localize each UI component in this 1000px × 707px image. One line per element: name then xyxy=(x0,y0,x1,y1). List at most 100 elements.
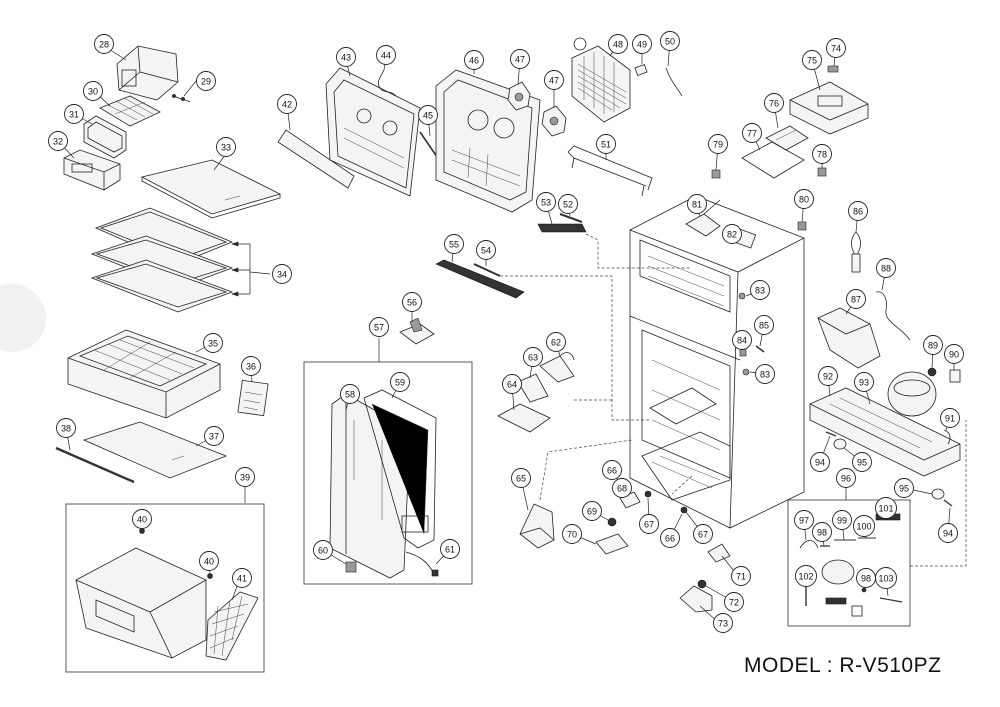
callout-number: 73 xyxy=(718,619,728,629)
part-refrigerator-cabinet xyxy=(629,195,805,529)
callout-circle xyxy=(713,613,733,633)
callout-circle xyxy=(794,510,814,530)
callout-circle xyxy=(418,105,438,125)
callout-62: 62 xyxy=(546,332,566,352)
callout-88: 88 xyxy=(876,258,896,278)
callout-circle xyxy=(794,189,814,209)
callout-100: 100 xyxy=(853,515,875,537)
part-relay xyxy=(949,369,961,383)
callout-70: 70 xyxy=(562,524,582,544)
callout-number: 59 xyxy=(395,378,405,388)
part-ice-bucket-frame xyxy=(83,115,127,159)
callout-number: 42 xyxy=(282,100,292,110)
part-ice-box xyxy=(116,45,179,101)
callout-69: 69 xyxy=(582,501,602,521)
callout-number: 52 xyxy=(563,200,573,210)
part-door-wire xyxy=(405,551,435,575)
callout-number: 101 xyxy=(878,504,893,514)
callout-number: 66 xyxy=(607,466,617,476)
part-hinge-cap-80 xyxy=(797,221,807,231)
callout-number: 83 xyxy=(760,370,770,380)
callout-67: 67 xyxy=(639,514,659,534)
callout-circle xyxy=(660,31,680,51)
callout-78: 78 xyxy=(812,144,832,164)
callout-circle xyxy=(708,134,728,154)
callout-92: 92 xyxy=(818,366,838,386)
callout-54: 54 xyxy=(476,240,496,260)
callout-39: 39 xyxy=(235,467,255,487)
callout-number: 67 xyxy=(698,530,708,540)
callout-96: 96 xyxy=(836,468,856,488)
callout-circle xyxy=(894,478,914,498)
callout-number: 71 xyxy=(736,572,746,582)
callout-51: 51 xyxy=(596,134,616,154)
callout-circle xyxy=(660,528,680,548)
callout-number: 63 xyxy=(528,353,538,363)
callout-number: 84 xyxy=(737,336,747,346)
callout-number: 100 xyxy=(856,522,871,532)
callout-29: 29 xyxy=(196,71,216,91)
callout-67: 67 xyxy=(693,524,713,544)
callout-number: 76 xyxy=(769,99,779,109)
callout-number: 30 xyxy=(88,87,98,97)
part-glass-shelf-freezer xyxy=(140,159,282,219)
callout-89: 89 xyxy=(923,335,943,355)
callout-number: 37 xyxy=(209,432,219,442)
callout-number: 34 xyxy=(277,270,287,280)
callout-101: 101 xyxy=(875,497,897,519)
callout-85: 85 xyxy=(754,315,774,335)
part-label-card xyxy=(237,379,269,417)
part-wheel-rear xyxy=(931,488,953,507)
callout-circle xyxy=(464,50,484,70)
callout-number: 54 xyxy=(481,246,491,256)
callout-84: 84 xyxy=(732,330,752,350)
part-crisper-cover-frame xyxy=(67,329,221,419)
callout-number: 65 xyxy=(516,474,526,484)
callout-79: 79 xyxy=(708,134,728,154)
callout-circle xyxy=(923,335,943,355)
callout-90: 90 xyxy=(944,344,964,364)
callout-number: 82 xyxy=(727,230,737,240)
callout-number: 81 xyxy=(692,200,702,210)
callout-circle xyxy=(826,38,846,58)
callout-number: 64 xyxy=(507,380,517,390)
callout-circle xyxy=(562,524,582,544)
callout-circle xyxy=(235,467,255,487)
callout-circle xyxy=(810,452,830,472)
callout-circle xyxy=(48,131,68,151)
part-pcb-case xyxy=(741,141,805,179)
part-pipe xyxy=(943,429,951,445)
callout-98: 98 xyxy=(812,522,832,542)
callout-number: 50 xyxy=(665,37,675,47)
callout-circle xyxy=(199,551,219,571)
part-duct-lower-clip xyxy=(473,263,501,277)
callout-32: 32 xyxy=(48,131,68,151)
callout-circle xyxy=(272,264,292,284)
callout-circle xyxy=(241,356,261,376)
callout-number: 77 xyxy=(747,129,757,139)
callout-number: 33 xyxy=(221,143,231,153)
callout-circle xyxy=(632,34,652,54)
callout-number: 66 xyxy=(665,534,675,544)
callout-97: 97 xyxy=(794,510,814,530)
callout-circle xyxy=(693,524,713,544)
callout-81: 81 xyxy=(687,194,707,214)
callout-38: 38 xyxy=(56,418,76,438)
callout-circle xyxy=(132,509,152,529)
callout-number: 90 xyxy=(949,350,959,360)
callout-47: 47 xyxy=(544,70,564,90)
callout-circle xyxy=(764,93,784,113)
callout-circle xyxy=(687,194,707,214)
callout-circle xyxy=(277,94,297,114)
part-door-frame xyxy=(363,389,437,549)
part-duct-upper xyxy=(537,223,587,233)
part-sensor-cable xyxy=(665,67,683,97)
callout-71: 71 xyxy=(731,566,751,586)
part-duct-lower xyxy=(435,259,525,299)
callout-number: 55 xyxy=(449,240,459,250)
callout-49: 49 xyxy=(632,34,652,54)
callout-103: 103 xyxy=(875,567,897,589)
callout-circle xyxy=(940,408,960,428)
model-label: MODEL : R-V510PZ xyxy=(744,654,942,677)
callout-circle xyxy=(853,515,875,537)
